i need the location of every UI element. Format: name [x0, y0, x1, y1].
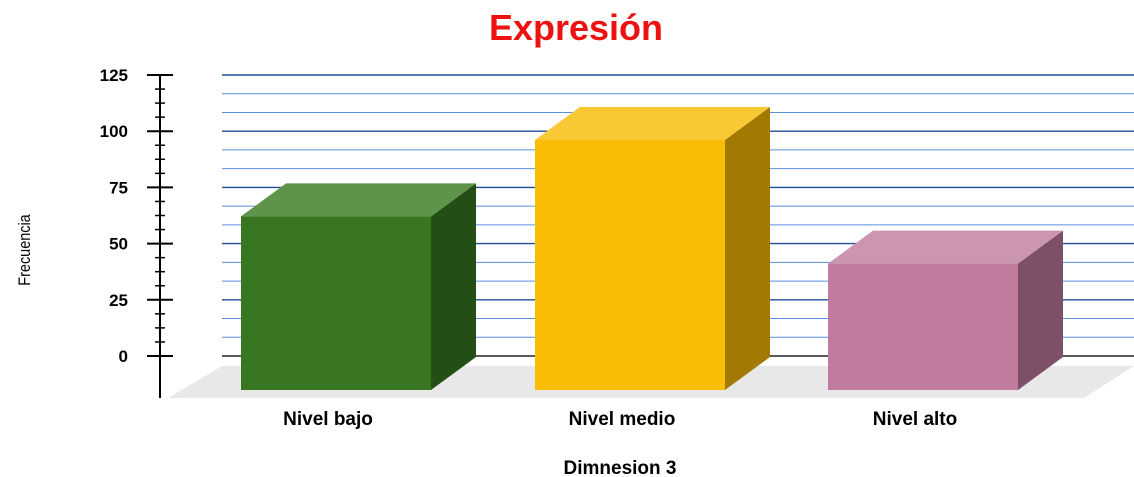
y-axis-label: Frecuencia: [16, 214, 34, 286]
bar-top-face: [241, 183, 476, 217]
category-labels: Nivel bajo Nivel medio Nivel alto: [283, 409, 957, 430]
bar-top-face: [535, 106, 770, 140]
bar: [535, 106, 770, 390]
bar-side-face: [725, 106, 770, 390]
bar-front-face: [828, 263, 1018, 390]
y-tick-label: 100: [100, 122, 128, 141]
y-tick-label: 0: [119, 347, 128, 366]
bar: [828, 230, 1063, 390]
x-axis-label: Dimnesion 3: [564, 458, 677, 477]
y-tick-label: 50: [109, 235, 128, 254]
category-label: Nivel alto: [873, 409, 957, 430]
chart-bars: [241, 106, 1063, 390]
bar-side-face: [431, 183, 476, 390]
bar-top-face: [828, 230, 1063, 264]
y-tick-label: 75: [109, 178, 128, 197]
bar: [241, 183, 476, 390]
y-tick-label: 25: [109, 291, 128, 310]
chart-title: Expresión: [489, 7, 663, 48]
category-label: Nivel medio: [569, 409, 676, 430]
category-label: Nivel bajo: [283, 409, 373, 430]
y-tick-label: 125: [100, 66, 128, 85]
bar-front-face: [535, 139, 725, 390]
bar-front-face: [241, 216, 431, 390]
bar-side-face: [1018, 230, 1063, 390]
y-axis: 0 25 50 75 100 125: [100, 66, 173, 398]
